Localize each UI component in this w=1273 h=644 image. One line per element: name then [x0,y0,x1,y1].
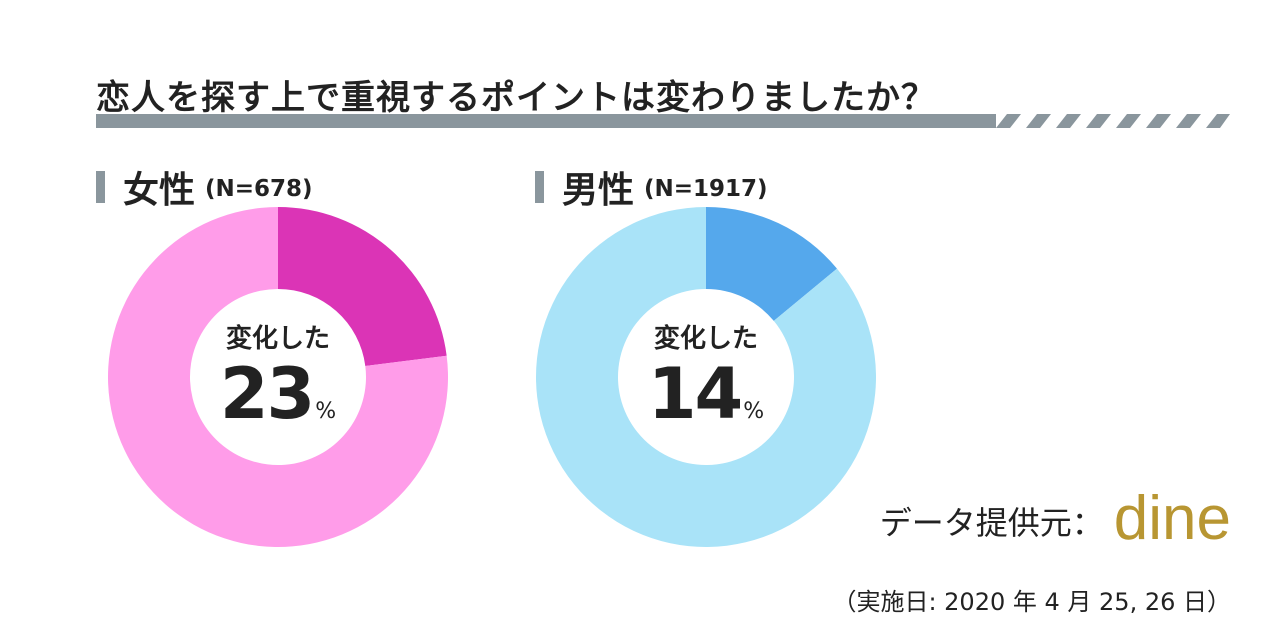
female-section-label: 女性 (N=678) [96,165,313,211]
female-sample-size: (N=678) [205,176,313,202]
section-marker [535,171,544,203]
male-percentage-value: 14 [647,352,743,435]
dine-logo: dine [1113,484,1231,553]
male-label: 男性 [562,170,635,211]
female-center-caption: 変化した [225,323,330,354]
male-center-label: 変化した 14 % [536,207,876,547]
male-center-caption: 変化した [653,323,758,354]
section-marker [96,171,105,203]
female-percentage: 23 % [220,359,336,429]
credit-label: データ提供元： [879,504,1104,542]
female-percentage-unit: % [315,398,337,424]
female-donut-chart [108,207,448,547]
donut-slice-unchanged [108,207,448,547]
female-percentage-value: 23 [219,352,315,435]
female-center-label: 変化した 23 % [108,207,448,547]
survey-date: （実施日: 2020 年 4 月 25, 26 日） [832,588,1231,616]
title-underline [96,114,1230,128]
donut-slice-changed [278,207,447,366]
female-label: 女性 [123,170,196,211]
data-credit: データ提供元： dine [880,488,1231,550]
chart-title: 恋人を探す上で重視するポイントは変わりましたか？ [96,78,936,118]
male-donut-chart [536,207,876,547]
donut-slice-unchanged [536,207,876,547]
male-percentage-unit: % [743,398,765,424]
male-percentage: 14 % [648,359,764,429]
male-sample-size: (N=1917) [644,176,768,202]
male-section-label: 男性 (N=1917) [535,165,768,211]
donut-slice-changed [706,207,837,321]
